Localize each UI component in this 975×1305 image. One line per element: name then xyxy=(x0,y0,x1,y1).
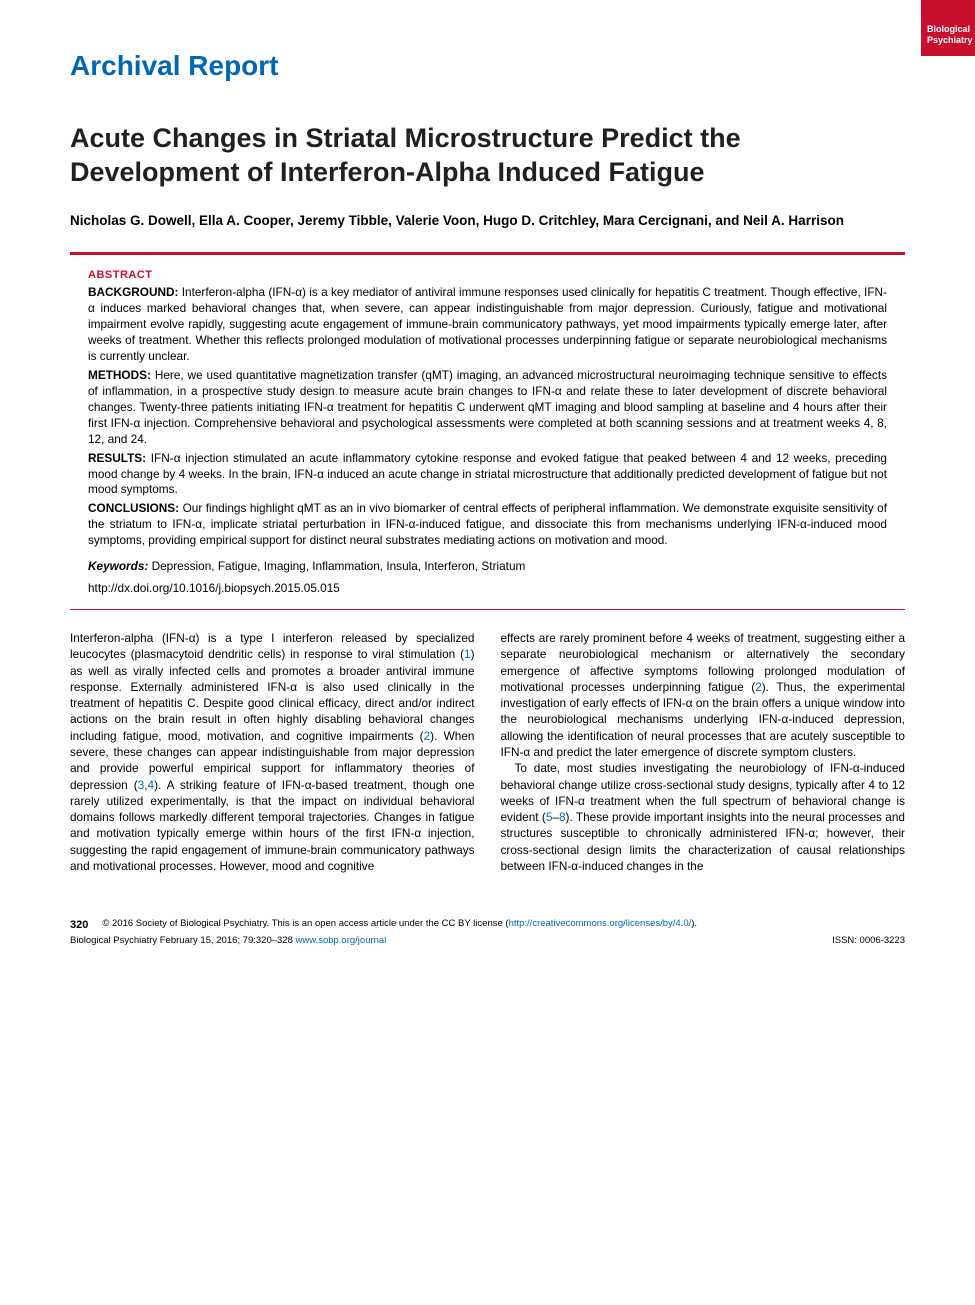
divider-bottom xyxy=(70,609,905,610)
abstract-block: ABSTRACT BACKGROUND: Interferon-alpha (I… xyxy=(70,269,905,595)
abstract-background-label: BACKGROUND: xyxy=(88,285,178,299)
author-list: Nicholas G. Dowell, Ella A. Cooper, Jere… xyxy=(70,212,905,231)
abstract-background: BACKGROUND: Interferon-alpha (IFN-α) is … xyxy=(88,285,887,365)
article-title: Acute Changes in Striatal Microstructure… xyxy=(70,122,905,190)
abstract-conclusions-label: CONCLUSIONS: xyxy=(88,501,179,515)
abstract-methods-label: METHODS: xyxy=(88,368,151,382)
page-number: 320 xyxy=(70,918,88,933)
journal-url[interactable]: www.sobp.org/journal xyxy=(296,935,387,946)
abstract-results: RESULTS: IFN-α injection stimulated an a… xyxy=(88,451,887,499)
keywords-label: Keywords: xyxy=(88,559,148,573)
abstract-heading: ABSTRACT xyxy=(88,269,887,281)
journal-tab: Biological Psychiatry xyxy=(921,0,975,56)
body-column-right: effects are rarely prominent before 4 we… xyxy=(501,630,906,874)
keywords: Keywords: Depression, Fatigue, Imaging, … xyxy=(88,559,887,573)
body-paragraph: effects are rarely prominent before 4 we… xyxy=(501,630,906,760)
abstract-results-text: IFN-α injection stimulated an acute infl… xyxy=(88,451,887,497)
abstract-methods: METHODS: Here, we used quantitative magn… xyxy=(88,368,887,448)
divider-top xyxy=(70,252,905,255)
abstract-background-text: Interferon-alpha (IFN-α) is a key mediat… xyxy=(88,285,887,363)
page-footer: 320 © 2016 Society of Biological Psychia… xyxy=(70,918,905,948)
issn: ISSN: 0006-3223 xyxy=(832,935,905,948)
journal-tab-line2: Psychiatry xyxy=(927,35,969,46)
body-columns: Interferon-alpha (IFN-α) is a type I int… xyxy=(70,630,905,874)
abstract-results-label: RESULTS: xyxy=(88,451,146,465)
copyright-text: © 2016 Society of Biological Psychiatry.… xyxy=(102,918,697,931)
abstract-conclusions-text: Our findings highlight qMT as an in vivo… xyxy=(88,501,887,547)
doi-link[interactable]: http://dx.doi.org/10.1016/j.biopsych.201… xyxy=(88,581,887,595)
journal-tab-line1: Biological xyxy=(927,24,969,35)
body-paragraph: Interferon-alpha (IFN-α) is a type I int… xyxy=(70,630,475,874)
keywords-text: Depression, Fatigue, Imaging, Inflammati… xyxy=(152,559,526,573)
citation-line: Biological Psychiatry February 15, 2016;… xyxy=(70,935,386,948)
abstract-conclusions: CONCLUSIONS: Our findings highlight qMT … xyxy=(88,501,887,549)
abstract-methods-text: Here, we used quantitative magnetization… xyxy=(88,368,887,446)
section-label: Archival Report xyxy=(70,50,905,82)
body-paragraph: To date, most studies investigating the … xyxy=(501,760,906,874)
license-link[interactable]: http://creativecommons.org/licenses/by/4… xyxy=(509,918,692,929)
body-column-left: Interferon-alpha (IFN-α) is a type I int… xyxy=(70,630,475,874)
